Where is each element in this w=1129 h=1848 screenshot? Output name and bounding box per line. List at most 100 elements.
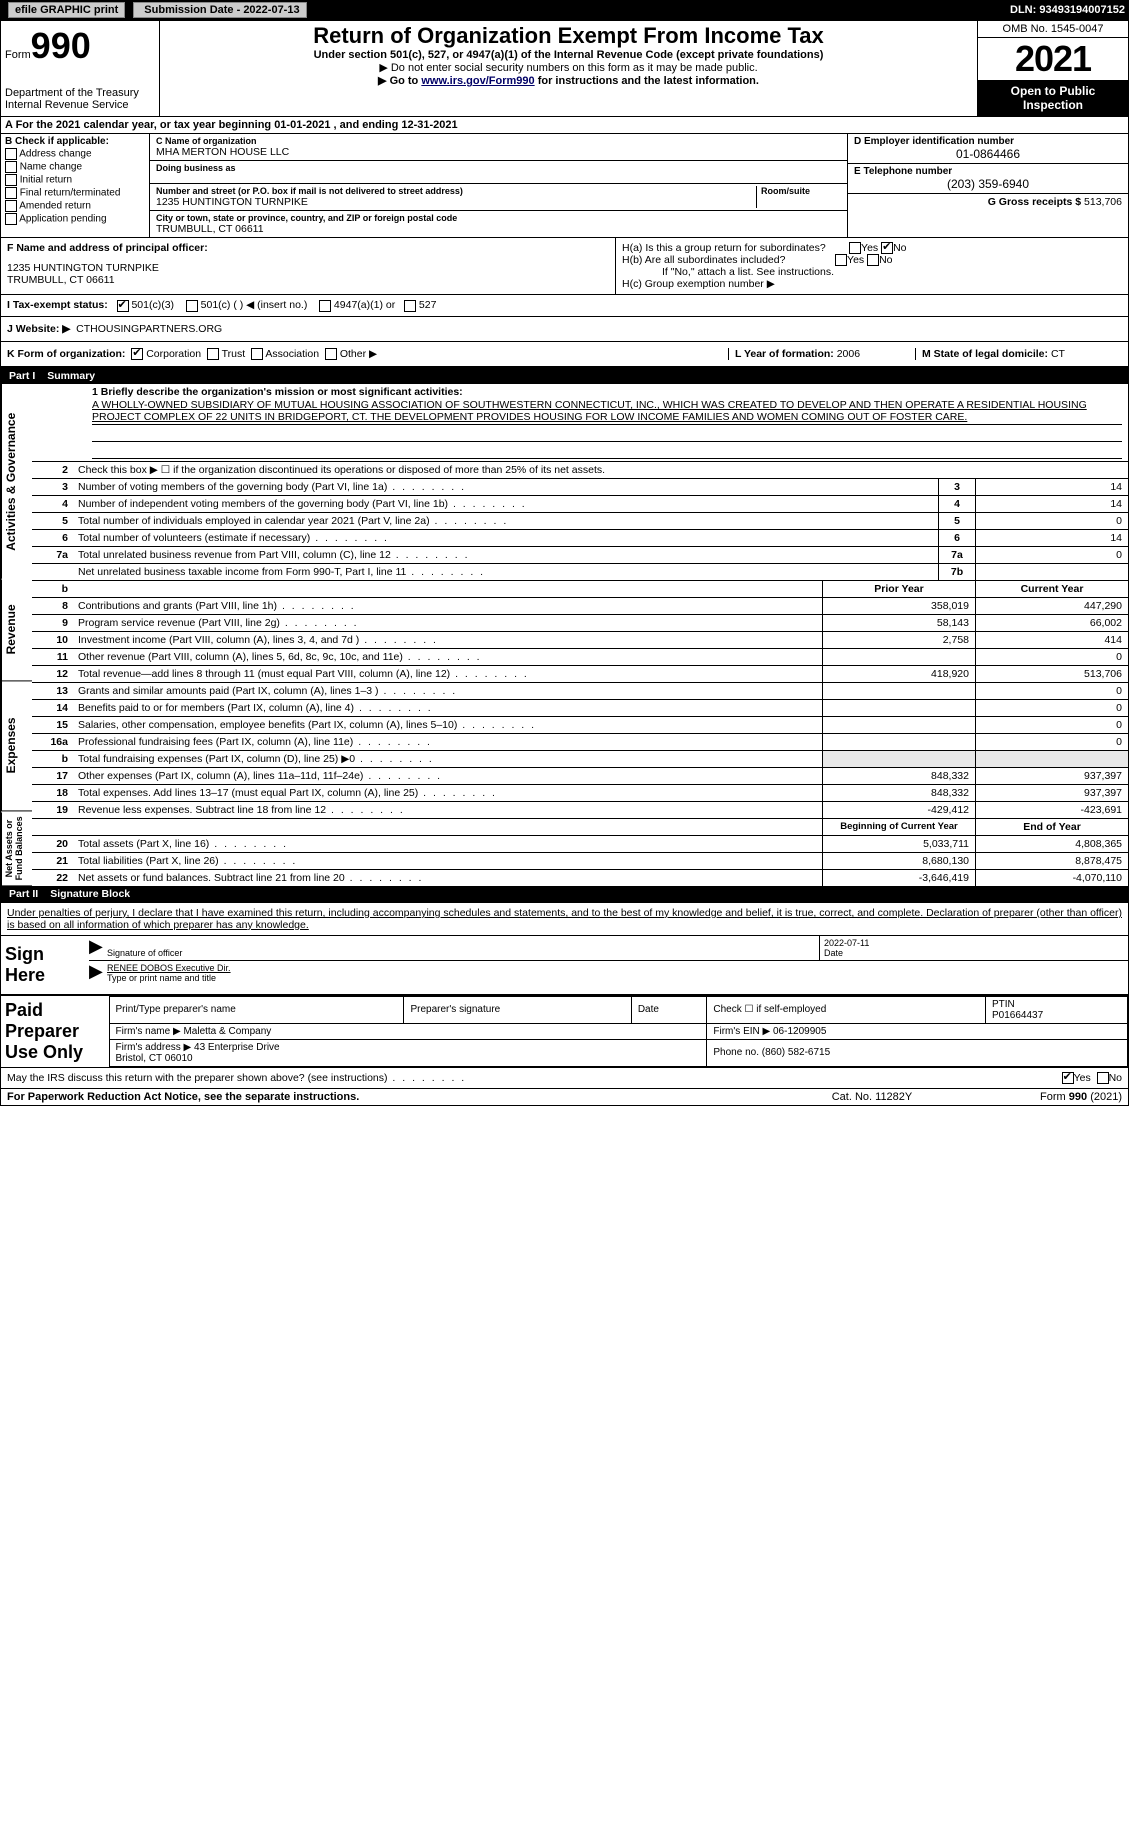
rownum: 8 [32,598,74,614]
discuss-no[interactable] [1097,1072,1109,1084]
rownum: 12 [32,666,74,682]
subdate-btn[interactable]: Submission Date - 2022-07-13 [133,2,306,18]
rowcy: 937,397 [975,785,1128,801]
form-page: Form990 Department of the Treasury Inter… [0,20,1129,1106]
cb-501c3[interactable] [117,300,129,312]
rowbox: 7b [938,564,975,580]
cb-init[interactable]: Initial return [5,174,145,186]
paid-hdr: Print/Type preparer's name Preparer's si… [109,996,1128,1023]
cb-addr[interactable]: Address change [5,148,145,160]
cb-app[interactable]: Application pending [5,213,145,225]
cb-amend[interactable]: Amended return [5,200,145,212]
hdr-left: Form990 Department of the Treasury Inter… [1,21,160,116]
rowpy: 2,758 [822,632,975,648]
rowtext: Program service revenue (Part VIII, line… [74,615,822,631]
street-lbl: Number and street (or P.O. box if mail i… [156,186,756,196]
part1-hdr: Part I Summary [1,368,1128,384]
ey-lbl: End of Year [975,819,1128,835]
f-val: 1235 HUNTINGTON TURNPIKE TRUMBULL, CT 06… [7,262,609,286]
cb-assoc[interactable] [251,348,263,360]
cb-corp[interactable] [131,348,143,360]
cb-name[interactable]: Name change [5,161,145,173]
rowpy: 5,033,711 [822,836,975,852]
cy-lbl: Current Year [975,581,1128,597]
paid-table: Print/Type preparer's name Preparer's si… [109,996,1129,1067]
rowcy: 0 [975,649,1128,665]
hb-yes[interactable] [835,254,847,266]
datarows: 1 Briefly describe the organization's mi… [32,384,1128,886]
rownum: 16a [32,734,74,750]
rownum: 3 [32,479,74,495]
rowcy: -4,070,110 [975,870,1128,886]
rowtext: Revenue less expenses. Subtract line 18 … [74,802,822,818]
blank [74,581,822,597]
rowtext: Professional fundraising fees (Part IX, … [74,734,822,750]
ha-no[interactable] [881,242,893,254]
part2-title: Signature Block [50,888,130,900]
city-lbl: City or town, state or province, country… [156,213,841,223]
col-c: C Name of organization MHA MERTON HOUSE … [150,134,847,237]
tax-year: 2021 [978,38,1128,80]
cb-trust[interactable] [207,348,219,360]
part2-num: Part II [9,888,38,900]
money-row: 16a Professional fundraising fees (Part … [32,733,1128,750]
foot-c: Cat. No. 11282Y [772,1091,972,1103]
room-lbl: Room/suite [761,186,841,196]
money-row: 18 Total expenses. Add lines 13–17 (must… [32,784,1128,801]
rownum: 9 [32,615,74,631]
blank: b [32,581,74,597]
paid-preparer: Paid Preparer Use Only Print/Type prepar… [1,994,1128,1067]
rowtext: Grants and similar amounts paid (Part IX… [74,683,822,699]
b-lbl: B Check if applicable: [5,136,109,147]
addr: Firm's address ▶ 43 Enterprise Drive Bri… [109,1039,707,1066]
street: 1235 HUNTINGTON TURNPIKE [156,196,756,208]
rownum: 20 [32,836,74,852]
part1-title: Summary [47,370,95,382]
cb-527[interactable] [404,300,416,312]
rowcy: 66,002 [975,615,1128,631]
hb-no[interactable] [867,254,879,266]
h-group: H(a) Is this a group return for subordin… [616,238,1128,294]
hdr-center: Return of Organization Exempt From Incom… [160,21,977,116]
rowval: 14 [975,496,1128,512]
discuss-yes[interactable] [1062,1072,1074,1084]
dept: Department of the Treasury Internal Reve… [5,87,155,111]
rowcy: 0 [975,700,1128,716]
rowtext: Net unrelated business taxable income fr… [74,564,938,580]
footer: For Paperwork Reduction Act Notice, see … [1,1088,1128,1105]
rowtext: Number of voting members of the governin… [74,479,938,495]
rowval: 0 [975,547,1128,563]
rowpy: 8,680,130 [822,853,975,869]
cb-4947[interactable] [319,300,331,312]
cb-final[interactable]: Final return/terminated [5,187,145,199]
col-d: D Employer identification number 01-0864… [847,134,1128,237]
rowcy: 447,290 [975,598,1128,614]
rowpy: 58,143 [822,615,975,631]
cb-other[interactable] [325,348,337,360]
part1-num: Part I [9,370,35,382]
rownum: 19 [32,802,74,818]
rownum: 5 [32,513,74,529]
rownum: 21 [32,853,74,869]
rowcy [975,751,1128,767]
org-name: MHA MERTON HOUSE LLC [156,146,841,158]
ha-yes[interactable] [849,242,861,254]
rowtext: Total number of volunteers (estimate if … [74,530,938,546]
cb-501c[interactable] [186,300,198,312]
rowtext: Total unrelated business revenue from Pa… [74,547,938,563]
gov-row: Net unrelated business taxable income fr… [32,563,1128,580]
ph4: PTINP01664437 [985,996,1127,1023]
hc: H(c) Group exemption number ▶ [622,278,1122,290]
bycy-hdr: Beginning of Current Year End of Year [32,818,1128,835]
subdate: Submission Date - 2022-07-13 [144,4,299,16]
money-row: 22 Net assets or fund balances. Subtract… [32,869,1128,886]
ph1: Preparer's signature [404,996,631,1023]
sigline2: ▶ RENEE DOBOS Executive Dir.Type or prin… [89,961,1128,985]
efile-btn[interactable]: efile GRAPHIC print [8,2,125,18]
mission: A WHOLLY-OWNED SUBSIDIARY OF MUTUAL HOUS… [92,398,1122,425]
goto-link[interactable]: www.irs.gov/Form990 [421,75,534,87]
rowval: 14 [975,530,1128,546]
money-row: 11 Other revenue (Part VIII, column (A),… [32,648,1128,665]
rowbox: 5 [938,513,975,529]
sigdate: 2022-07-11Date [819,936,1128,960]
